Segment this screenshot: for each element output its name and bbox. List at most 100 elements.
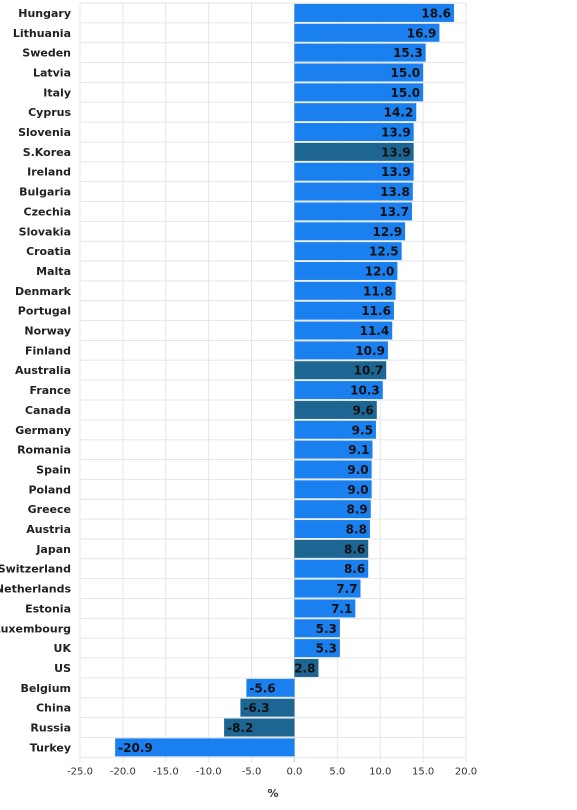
value-label: -6.3: [243, 701, 269, 715]
x-tick-label: 5.0: [329, 766, 345, 777]
bar: [294, 539, 369, 558]
value-label: 18.6: [421, 6, 451, 20]
category-label: Slovenia: [18, 126, 71, 139]
bar: [294, 480, 372, 499]
bar: [294, 381, 383, 400]
bar: [224, 718, 295, 737]
bar: [294, 400, 377, 419]
bar: [294, 321, 393, 340]
category-label: US: [54, 662, 71, 675]
value-label: 13.7: [379, 205, 409, 219]
value-label: -8.2: [227, 721, 253, 735]
value-label: 10.3: [350, 384, 380, 398]
category-label: Croatia: [26, 245, 71, 258]
category-label: Czechia: [24, 205, 71, 218]
category-label: Russia: [30, 722, 71, 735]
value-label: 9.0: [347, 463, 368, 477]
bar: [294, 123, 414, 142]
category-label: Italy: [43, 86, 71, 99]
category-label: Japan: [35, 543, 71, 556]
category-label: Bulgaria: [19, 186, 71, 199]
value-label: 10.7: [354, 364, 384, 378]
bar: [294, 301, 394, 320]
x-tick-label: -20.0: [110, 766, 136, 777]
category-label: Cyprus: [28, 106, 71, 119]
value-label: 8.6: [344, 542, 365, 556]
value-label: 16.9: [407, 26, 437, 40]
x-tick-label: -5.0: [242, 766, 262, 777]
category-label: Poland: [28, 483, 71, 496]
x-tick-label: -10.0: [196, 766, 222, 777]
value-label: 15.0: [391, 66, 421, 80]
category-label: China: [36, 702, 71, 715]
value-label: 13.9: [381, 126, 411, 140]
value-label: 9.5: [352, 423, 373, 437]
value-labels: 18.6 16.9 15.3 15.0 15.0 14.2 13.9 13.9 13.9 13.8…: [118, 6, 451, 754]
category-label: Turkey: [30, 741, 71, 754]
value-label: 11.6: [361, 304, 391, 318]
x-tick-label: 10.0: [369, 766, 391, 777]
x-tick-label: -15.0: [153, 766, 179, 777]
x-axis-title: %: [267, 787, 278, 800]
bar: [294, 639, 340, 658]
bar: [294, 261, 398, 280]
category-label: Greece: [28, 503, 71, 516]
category-label: Spain: [36, 463, 71, 476]
bar: [294, 579, 361, 598]
category-label: Romania: [17, 444, 71, 457]
category-label: Austria: [26, 523, 71, 536]
value-label: -5.6: [249, 681, 275, 695]
bar: [294, 242, 402, 261]
value-label: 8.8: [346, 523, 367, 537]
bar: [294, 162, 414, 181]
value-label: 11.8: [363, 284, 393, 298]
bar: [294, 500, 371, 519]
category-label: S.Korea: [23, 146, 71, 159]
bar: [294, 23, 440, 42]
x-tick-label: 15.0: [412, 766, 434, 777]
category-label: France: [30, 384, 71, 397]
value-label: 9.1: [348, 443, 369, 457]
x-tick-label: 0.0: [286, 766, 302, 777]
bar: [294, 202, 412, 221]
value-label: 9.6: [353, 403, 374, 417]
bar: [294, 341, 388, 360]
value-label: 8.9: [347, 503, 368, 517]
bar: [294, 619, 340, 638]
value-label: 13.9: [381, 165, 411, 179]
category-label: Belgium: [20, 682, 71, 695]
x-tick-label: 20.0: [455, 766, 477, 777]
category-label: Malta: [36, 265, 71, 278]
value-label: 13.9: [381, 145, 411, 159]
bar: [294, 222, 406, 241]
value-label: 15.3: [393, 46, 423, 60]
value-label: 7.1: [331, 602, 352, 616]
category-label: Germany: [15, 424, 71, 437]
bar: [294, 3, 454, 22]
category-label: Netherlands: [0, 583, 71, 596]
bar: [294, 63, 424, 82]
value-label: 13.8: [380, 185, 410, 199]
value-label: 14.2: [384, 106, 414, 120]
category-label: Luxembourg: [0, 622, 71, 635]
bar: [294, 460, 372, 479]
value-label: 8.6: [344, 562, 365, 576]
category-label: Portugal: [18, 305, 71, 318]
value-label: 12.0: [365, 264, 395, 278]
bars: [115, 3, 454, 757]
x-tick-label: -25.0: [67, 766, 93, 777]
category-labels: Hungary Lithuania Sweden Latvia Italy Cyprus S…: [0, 7, 72, 754]
value-label: 9.0: [347, 483, 368, 497]
category-label: Sweden: [22, 47, 71, 60]
value-label: 12.5: [369, 245, 399, 259]
category-label: UK: [54, 642, 72, 655]
category-label: Norway: [24, 325, 71, 338]
category-label: Slovakia: [19, 225, 71, 238]
bar: [294, 559, 369, 578]
value-label: 2.8: [294, 661, 315, 675]
value-label: 10.9: [355, 344, 385, 358]
category-label: Australia: [15, 364, 71, 377]
value-label: 5.3: [316, 622, 337, 636]
bar: [294, 182, 413, 201]
